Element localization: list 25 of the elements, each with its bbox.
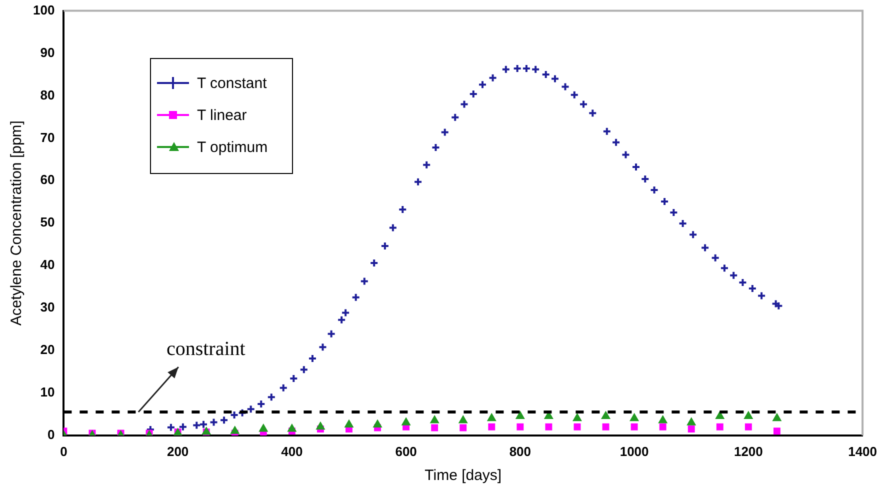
x-tick-label: 1200 xyxy=(734,444,763,459)
y-tick-label: 90 xyxy=(40,44,55,60)
y-tick-label: 30 xyxy=(40,300,55,315)
x-tick-label: 1400 xyxy=(848,444,877,459)
x-tick-label: 200 xyxy=(166,444,189,459)
y-axis-title: Acetylene Concentration [ppm] xyxy=(8,120,26,326)
legend-label: T optimum xyxy=(197,138,268,156)
legend-label: T constant xyxy=(197,74,267,92)
x-tick-label: 0 xyxy=(60,444,68,459)
y-tick-label: 20 xyxy=(40,342,55,358)
y-tick-label: 0 xyxy=(47,426,55,442)
x-tick-label: 800 xyxy=(509,444,532,459)
y-tick-label: 100 xyxy=(32,2,55,18)
y-tick-label: 10 xyxy=(40,384,55,400)
y-tick-label: 70 xyxy=(40,130,55,145)
x-tick-label: 1000 xyxy=(620,444,649,459)
x-tick-label: 600 xyxy=(395,444,417,459)
legend-label: T linear xyxy=(197,106,247,124)
y-tick-label: 40 xyxy=(40,257,55,272)
y-tick-label: 80 xyxy=(40,87,55,102)
annotation: constraint xyxy=(166,338,246,360)
x-tick-label: 400 xyxy=(281,444,303,459)
y-tick-label: 50 xyxy=(40,214,55,230)
x-axis-title: Time [days] xyxy=(424,467,502,484)
y-tick-label: 60 xyxy=(40,172,55,188)
